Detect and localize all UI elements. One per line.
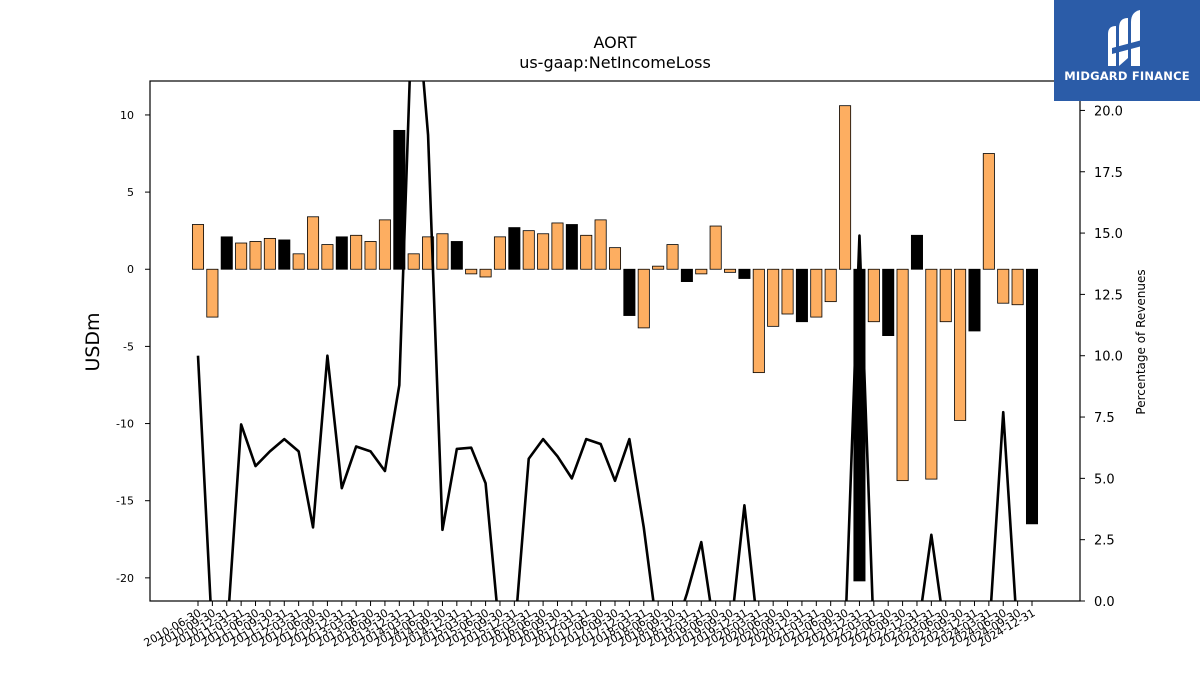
bar-2022-12-31	[910, 234, 923, 270]
bar-2015-06-30	[479, 268, 492, 278]
y2-axis-label: Percentage of Revenues	[1134, 269, 1148, 414]
bar-2024-09-30	[1011, 268, 1024, 306]
bar-2017-06-30	[594, 219, 607, 270]
y-axis-left: -20 -15 -10 -5 0 5 10	[116, 109, 150, 585]
bar-2017-09-30	[608, 247, 622, 270]
y2-tick-label: 2.5	[1094, 534, 1115, 549]
bar-2023-12-31	[968, 268, 981, 332]
bar-2021-09-30	[839, 105, 852, 270]
bar-2024-03-31	[982, 153, 995, 270]
y2-tick-label: 7.5	[1094, 411, 1115, 426]
y2-tick-label: 0.0	[1094, 595, 1115, 610]
percentage-line-series	[196, 81, 1017, 601]
bar-2020-09-30	[781, 268, 794, 315]
bar-2013-03-31	[350, 234, 363, 270]
plot-frame	[149, 80, 1081, 602]
bar-2021-06-30	[824, 268, 837, 303]
bar-2010-09-30	[206, 268, 219, 318]
bar-series	[191, 105, 1039, 582]
bar-2015-12-31	[508, 227, 521, 270]
y-tick-label: -20	[116, 572, 134, 585]
bar-2010-12-31	[220, 236, 233, 270]
bar-2012-06-30	[307, 216, 320, 270]
bar-2015-03-31	[465, 268, 478, 275]
bar-2012-09-30	[321, 244, 334, 270]
bar-2012-12-31	[335, 236, 348, 270]
bar-2015-09-30	[493, 236, 506, 270]
bar-2016-03-31	[522, 230, 535, 270]
y2-tick-label: 17.5	[1094, 166, 1123, 181]
y2-tick-label: 12.5	[1094, 288, 1123, 303]
bar-2018-03-31	[637, 268, 650, 329]
bar-2018-09-30	[666, 244, 679, 270]
y-axis-label: USDm	[82, 312, 104, 371]
bar-2013-06-30	[364, 241, 377, 270]
logo-text: MIDGARD FINANCE	[1064, 69, 1190, 83]
bar-2014-06-30	[422, 236, 435, 270]
midgard-logo-icon	[1108, 10, 1142, 66]
bar-2020-03-31	[752, 268, 765, 374]
y-tick-label: -10	[116, 418, 134, 431]
bar-2014-03-31	[407, 253, 420, 270]
bar-2022-06-30	[882, 268, 895, 336]
bar-2010-06-30	[191, 224, 205, 270]
y-tick-label: -15	[116, 495, 134, 508]
bar-2024-06-30	[997, 268, 1010, 304]
bar-2016-06-30	[537, 233, 550, 270]
brand-logo: MIDGARD FINANCE	[1054, 0, 1200, 101]
y-tick-label: -5	[123, 340, 134, 353]
y2-tick-label: 20.0	[1094, 104, 1123, 119]
bar-2017-03-31	[580, 234, 593, 270]
bar-2020-12-31	[795, 268, 808, 323]
bar-2011-12-31	[278, 239, 291, 270]
bar-2019-03-31	[695, 268, 708, 275]
bar-2016-12-31	[565, 224, 578, 270]
bar-2016-09-30	[551, 222, 564, 270]
bar-2024-12-31	[1025, 268, 1039, 525]
y2-tick-label: 15.0	[1094, 227, 1123, 242]
bar-2023-03-31	[925, 268, 938, 480]
y-tick-label: 10	[120, 109, 134, 122]
bar-2022-03-31	[867, 268, 880, 323]
bar-2017-12-31	[623, 268, 636, 316]
y2-tick-label: 5.0	[1094, 472, 1115, 487]
bar-2014-09-30	[436, 233, 449, 270]
bar-2020-06-30	[767, 268, 780, 327]
bar-2018-06-30	[652, 265, 665, 270]
y-axis-right: 0.0 2.5 5.0 7.5 10.0 12.5 15.0 17.5 20.0	[1080, 104, 1123, 610]
bar-2011-06-30	[249, 241, 262, 270]
y-tick-label: 0	[127, 263, 134, 276]
bar-2011-09-30	[263, 237, 276, 270]
chart-subtitle: us-gaap:NetIncomeLoss	[519, 53, 711, 72]
chart-title: AORT	[594, 33, 637, 52]
bar-2013-09-30	[378, 219, 391, 270]
bar-2012-03-31	[292, 253, 305, 270]
bar-2019-12-31	[738, 268, 751, 279]
bar-2011-03-31	[235, 242, 248, 270]
bar-2023-06-30	[939, 268, 952, 323]
x-axis: 2010-06-302010-09-302010-12-312011-03-31…	[142, 601, 1038, 650]
bar-2019-06-30	[709, 225, 722, 270]
bar-2019-09-30	[724, 268, 737, 273]
bar-2021-03-31	[810, 268, 823, 318]
bar-2022-09-30	[896, 268, 909, 482]
percentage-line	[196, 81, 1017, 601]
bar-2018-12-31	[680, 268, 693, 282]
bar-2023-09-30	[954, 268, 967, 421]
y-tick-label: 5	[127, 186, 134, 199]
y2-tick-label: 10.0	[1094, 350, 1123, 365]
bar-2014-12-31	[450, 241, 463, 270]
